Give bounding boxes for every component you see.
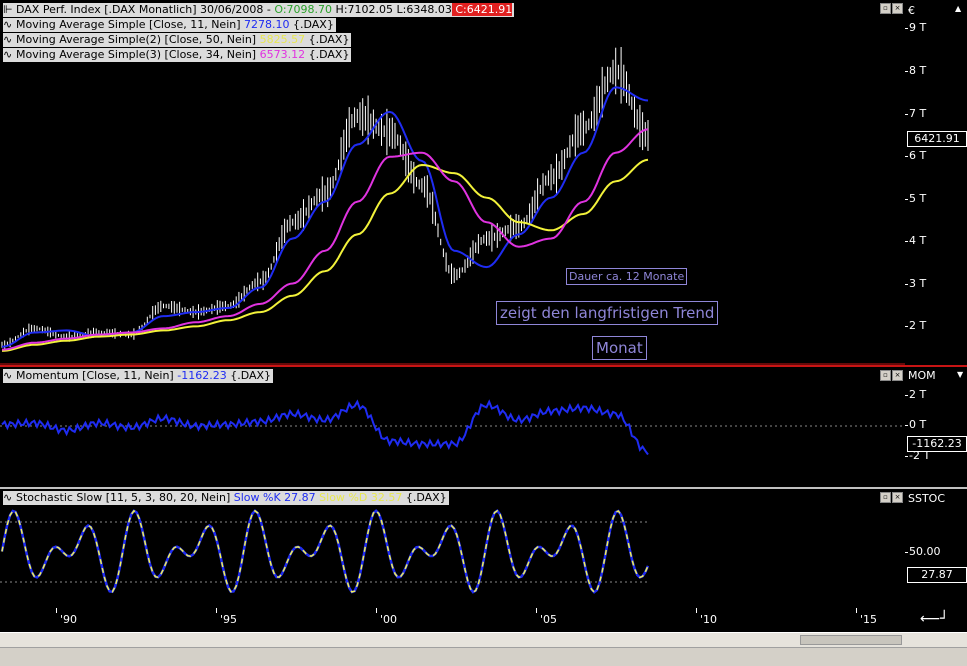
- stochastic-legend[interactable]: ∿ Stochastic Slow [11, 5, 3, 80, 20, Nein…: [3, 491, 449, 505]
- minimize-pane-button[interactable]: ▫: [880, 492, 891, 503]
- x-tick-label: '15: [855, 608, 878, 626]
- legend-low: L:6348.03: [393, 3, 452, 16]
- minimize-pane-button[interactable]: ▫: [880, 370, 891, 381]
- ma11-suffix: {.DAX}: [289, 18, 334, 31]
- axis-tick: 0 T: [904, 418, 927, 431]
- close-pane-button[interactable]: ×: [892, 3, 903, 14]
- stochastic-suffix: {.DAX}: [402, 491, 447, 504]
- horizontal-scrollbar[interactable]: [0, 632, 967, 647]
- price-legend[interactable]: ⊩ DAX Perf. Index [.DAX Monatlich] 30/06/…: [3, 3, 515, 17]
- axis-tick: 9 T: [904, 21, 927, 34]
- momentum-legend[interactable]: ∿ Momentum [Close, 11, Nein] -1162.23 {.D…: [3, 369, 274, 383]
- x-tick-label: '05: [535, 608, 558, 626]
- momentum-label: Momentum [Close, 11, Nein]: [16, 369, 178, 382]
- x-tick-label: '95: [215, 608, 238, 626]
- x-tick-label: '00: [375, 608, 398, 626]
- stoch-d-value: Slow %D 32.57: [315, 491, 403, 504]
- x-tick-label: '90: [55, 608, 78, 626]
- ma50-legend[interactable]: ∿ Moving Average Simple(2) [Close, 50, Ne…: [3, 33, 352, 47]
- price-axis[interactable]: € 9 T 8 T 7 T 6 T 5 T 4 T 3 T 2 T 6421.9…: [904, 0, 967, 365]
- momentum-axis-title: MOM: [908, 369, 936, 382]
- axis-tick: 5 T: [904, 192, 927, 205]
- line-icon: ∿: [3, 33, 13, 46]
- ma34-value: 6573.12: [259, 48, 306, 61]
- stochastic-axis-title: SSTOC: [908, 492, 946, 505]
- axis-tick: 8 T: [904, 64, 927, 77]
- stoch-k-value: Slow %K 27.87: [233, 491, 316, 504]
- axis-tick: 6 T: [904, 149, 927, 162]
- close-pane-button[interactable]: ×: [892, 370, 903, 381]
- axis-tick: 3 T: [904, 277, 927, 290]
- ma50-value: 5825.57: [259, 33, 306, 46]
- ma34-line: [1, 128, 649, 351]
- period-annotation[interactable]: Monat: [592, 336, 647, 360]
- last-momentum-label: -1162.23: [907, 436, 967, 452]
- momentum-value: -1162.23: [177, 369, 227, 382]
- line-icon: ∿: [3, 48, 13, 61]
- ma50-label: Moving Average Simple(2) [Close, 50, Nei…: [16, 33, 260, 46]
- momentum-suffix: {.DAX}: [226, 369, 272, 382]
- trend-annotation[interactable]: zeigt den langfristigen Trend: [496, 301, 719, 325]
- axis-tick: 2 T: [904, 319, 927, 332]
- stochastic-axis[interactable]: SSTOC 50.00 27.87: [905, 489, 967, 608]
- time-axis[interactable]: '90 '95 '00 '05 '10 '15: [0, 608, 905, 632]
- legend-high: H:7102.05: [332, 3, 394, 16]
- axis-tick: 4 T: [904, 234, 927, 247]
- scroll-arrow-icon[interactable]: ▼: [957, 370, 964, 379]
- ma34-legend[interactable]: ∿ Moving Average Simple(3) [Close, 34, Ne…: [3, 48, 352, 62]
- stochastic-pane[interactable]: ∿ Stochastic Slow [11, 5, 3, 80, 20, Nein…: [0, 489, 905, 608]
- ma11-legend[interactable]: ∿ Moving Average Simple [Close, 11, Nein]…: [3, 18, 336, 32]
- momentum-axis[interactable]: MOM ▼ 2 T 0 T -2 T -1162.23: [904, 367, 967, 487]
- stoch-d-line: [1, 509, 649, 594]
- ma34-label: Moving Average Simple(3) [Close, 34, Nei…: [16, 48, 260, 61]
- axis-tick: 50.00: [905, 545, 941, 558]
- duration-annotation[interactable]: Dauer ca. 12 Monate: [566, 268, 688, 285]
- legend-close: C:6421.91: [451, 3, 513, 16]
- axis-tick: -2 T: [904, 449, 931, 462]
- scrollbar-thumb[interactable]: [800, 635, 902, 645]
- ma11-value: 7278.10: [244, 18, 290, 31]
- x-tick-label: '10: [695, 608, 718, 626]
- line-icon: ∿: [3, 369, 13, 382]
- price-chart: [0, 47, 905, 365]
- price-pane[interactable]: ⊩ DAX Perf. Index [.DAX Monatlich] 30/06/…: [0, 0, 905, 365]
- currency-label: €: [908, 4, 915, 17]
- ma34-suffix: {.DAX}: [305, 48, 350, 61]
- pane-divider[interactable]: [0, 365, 967, 367]
- pane-divider[interactable]: [0, 487, 967, 489]
- chart-icon: ⊩: [3, 3, 13, 16]
- stochastic-chart: [0, 509, 650, 594]
- close-pane-button[interactable]: ×: [892, 492, 903, 503]
- minimize-pane-button[interactable]: ▫: [880, 3, 891, 14]
- status-bar: [0, 647, 967, 666]
- reset-zoom-icon[interactable]: ⟵┘: [920, 611, 949, 627]
- axis-corner[interactable]: ⟵┘: [905, 608, 967, 632]
- line-icon: ∿: [3, 18, 13, 31]
- stochastic-label: Stochastic Slow [11, 5, 3, 80, 20, Nein]: [16, 491, 234, 504]
- axis-tick: 2 T: [904, 388, 927, 401]
- momentum-line: [1, 399, 649, 456]
- ma11-label: Moving Average Simple [Close, 11, Nein]: [16, 18, 245, 31]
- last-price-label: 6421.91: [907, 131, 967, 147]
- line-icon: ∿: [3, 491, 13, 504]
- legend-title: DAX Perf. Index [.DAX Monatlich] 30/06/2…: [16, 3, 275, 16]
- last-stochastic-label: 27.87: [907, 567, 967, 583]
- legend-open: O:7098.70: [274, 3, 333, 16]
- momentum-pane[interactable]: ∿ Momentum [Close, 11, Nein] -1162.23 {.D…: [0, 367, 905, 487]
- momentum-chart: [0, 399, 905, 456]
- ma50-suffix: {.DAX}: [305, 33, 350, 46]
- ma50-line: [1, 158, 649, 352]
- axis-tick: 7 T: [904, 107, 927, 120]
- scroll-arrow-icon[interactable]: ▲: [955, 4, 962, 13]
